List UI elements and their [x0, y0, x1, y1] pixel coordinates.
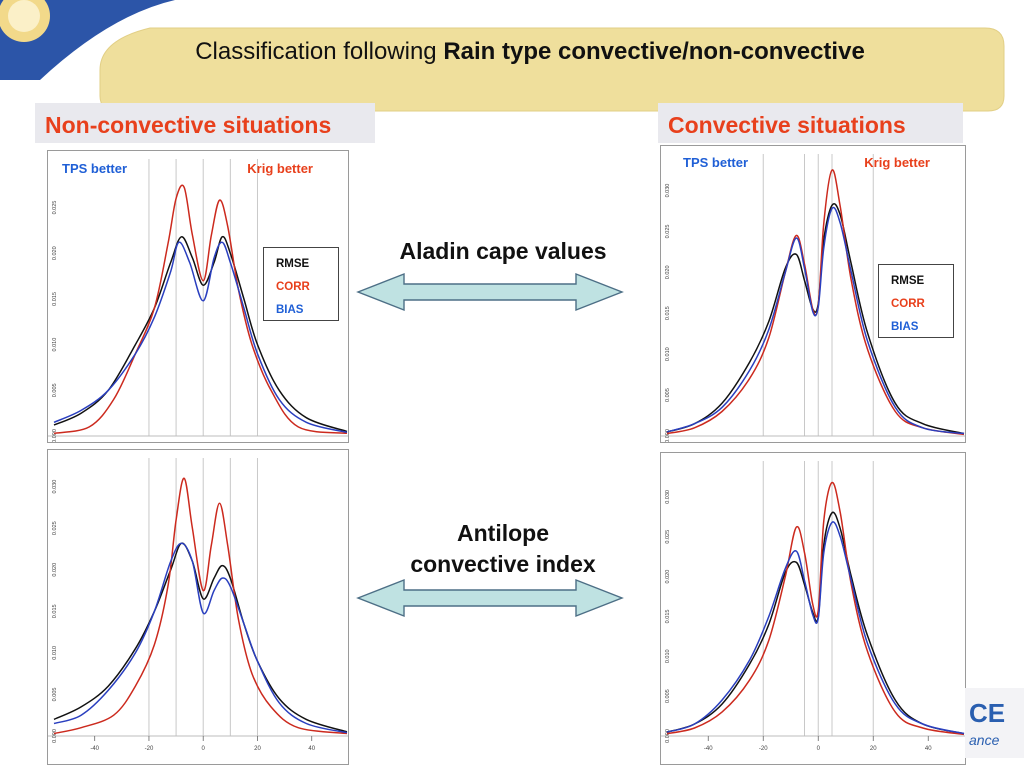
y-tick-label: 0.025: [665, 530, 671, 544]
x-tick-label: 40: [925, 746, 932, 752]
density-plot: 0.000 0.005 0.010 0.015 0.020 0.025 0.030 -40 -2…: [48, 458, 348, 752]
antilope-line1: Antilope: [457, 520, 549, 546]
y-tick-label: 0.000: [52, 429, 58, 442]
y-tick-label: 0.025: [665, 225, 671, 239]
y-tick-label: 0.005: [665, 388, 671, 402]
krig-better-label: Krig better: [864, 155, 930, 170]
x-tick-label: 0: [202, 746, 206, 752]
logo-subtext: ance: [969, 732, 1000, 748]
density-plot: 0.000 0.005 0.010 0.015 0.020 0.025 0.030 -40 -2…: [661, 461, 965, 752]
chart-legend: RMSE CORR BIAS: [878, 264, 954, 338]
legend-corr: CORR: [276, 281, 310, 293]
tps-better-label: TPS better: [62, 161, 128, 176]
series-line-rmse: [666, 511, 965, 735]
y-tick-label: 0.015: [665, 306, 671, 320]
antilope-index-label: Antilope convective index: [372, 518, 634, 580]
logo-text: CE: [969, 698, 1006, 728]
x-tick-label: 20: [254, 746, 261, 752]
y-tick-label: 0.005: [665, 689, 671, 703]
chart-legend: RMSE CORR BIAS: [263, 247, 339, 321]
chart-nonconvective-antilope: 0.000 0.005 0.010 0.015 0.020 0.025 0.030 -40 -2…: [47, 449, 349, 765]
legend-bias: BIAS: [276, 304, 304, 316]
double-arrow-top: [356, 272, 624, 312]
series-line-corr: [666, 481, 965, 736]
y-tick-label: 0.020: [52, 246, 58, 260]
series-line-bias: [53, 542, 348, 734]
y-tick-label: 0.000: [665, 429, 671, 442]
y-tick-label: 0.020: [665, 265, 671, 279]
y-tick-label: 0.015: [665, 610, 671, 624]
chart-convective-antilope: 0.000 0.005 0.010 0.015 0.020 0.025 0.030 -40 -2…: [660, 452, 966, 765]
y-tick-label: 0.005: [52, 383, 58, 397]
x-tick-label: -20: [759, 746, 768, 752]
y-tick-label: 0.015: [52, 604, 58, 618]
section-header-convective: Convective situations: [658, 103, 963, 143]
tps-better-label: TPS better: [683, 155, 749, 170]
series-line-rmse: [53, 542, 348, 733]
x-tick-label: 0: [817, 746, 821, 752]
banner-shape: [99, 27, 1005, 112]
series-line-rmse: [53, 235, 348, 433]
legend-rmse: RMSE: [891, 275, 925, 287]
series-line-bias: [53, 241, 348, 434]
y-tick-label: 0.005: [52, 688, 58, 702]
x-tick-label: -40: [704, 746, 713, 752]
y-tick-label: 0.000: [52, 729, 58, 743]
y-tick-label: 0.020: [665, 570, 671, 584]
y-tick-label: 0.015: [52, 292, 58, 306]
double-arrow-bottom: [356, 578, 624, 618]
logo: CE ance: [965, 688, 1024, 758]
y-tick-label: 0.010: [52, 646, 58, 660]
section-header-nonconvective: Non-convective situations: [35, 103, 375, 143]
chart-nonconvective-aladin: 0.000 0.005 0.010 0.015 0.020 0.025 TPS bette…: [47, 150, 349, 443]
chart-convective-aladin: 0.000 0.005 0.010 0.015 0.020 0.025 0.030 TPS …: [660, 145, 966, 443]
x-tick-label: 40: [308, 746, 315, 752]
antilope-line2: convective index: [410, 551, 596, 577]
y-tick-label: 0.030: [665, 184, 671, 198]
legend-rmse: RMSE: [276, 258, 310, 270]
series-line-corr: [53, 477, 348, 735]
y-tick-label: 0.025: [52, 201, 58, 215]
y-tick-label: 0.010: [665, 347, 671, 361]
y-tick-label: 0.010: [665, 649, 671, 663]
y-tick-label: 0.025: [52, 521, 58, 535]
x-tick-label: 20: [870, 746, 877, 752]
series-line-bias: [666, 521, 965, 735]
title-banner: [0, 0, 1005, 112]
y-tick-label: 0.030: [665, 490, 671, 504]
aladin-cape-label: Aladin cape values: [399, 238, 607, 264]
legend-bias: BIAS: [891, 321, 919, 333]
y-tick-label: 0.010: [52, 338, 58, 352]
series-line-rmse: [666, 202, 965, 435]
x-tick-label: -20: [145, 746, 154, 752]
density-plot: 0.000 0.005 0.010 0.015 0.020 0.025 0.030: [661, 154, 965, 442]
y-tick-label: 0.000: [665, 729, 671, 743]
y-tick-label: 0.020: [52, 563, 58, 577]
legend-corr: CORR: [891, 298, 925, 310]
density-plot: 0.000 0.005 0.010 0.015 0.020 0.025: [48, 159, 348, 442]
series-line-bias: [666, 206, 965, 435]
krig-better-label: Krig better: [247, 161, 313, 176]
page-title: Classification following Rain type conve…: [195, 38, 865, 65]
x-tick-label: -40: [90, 746, 99, 752]
y-tick-label: 0.030: [52, 480, 58, 494]
